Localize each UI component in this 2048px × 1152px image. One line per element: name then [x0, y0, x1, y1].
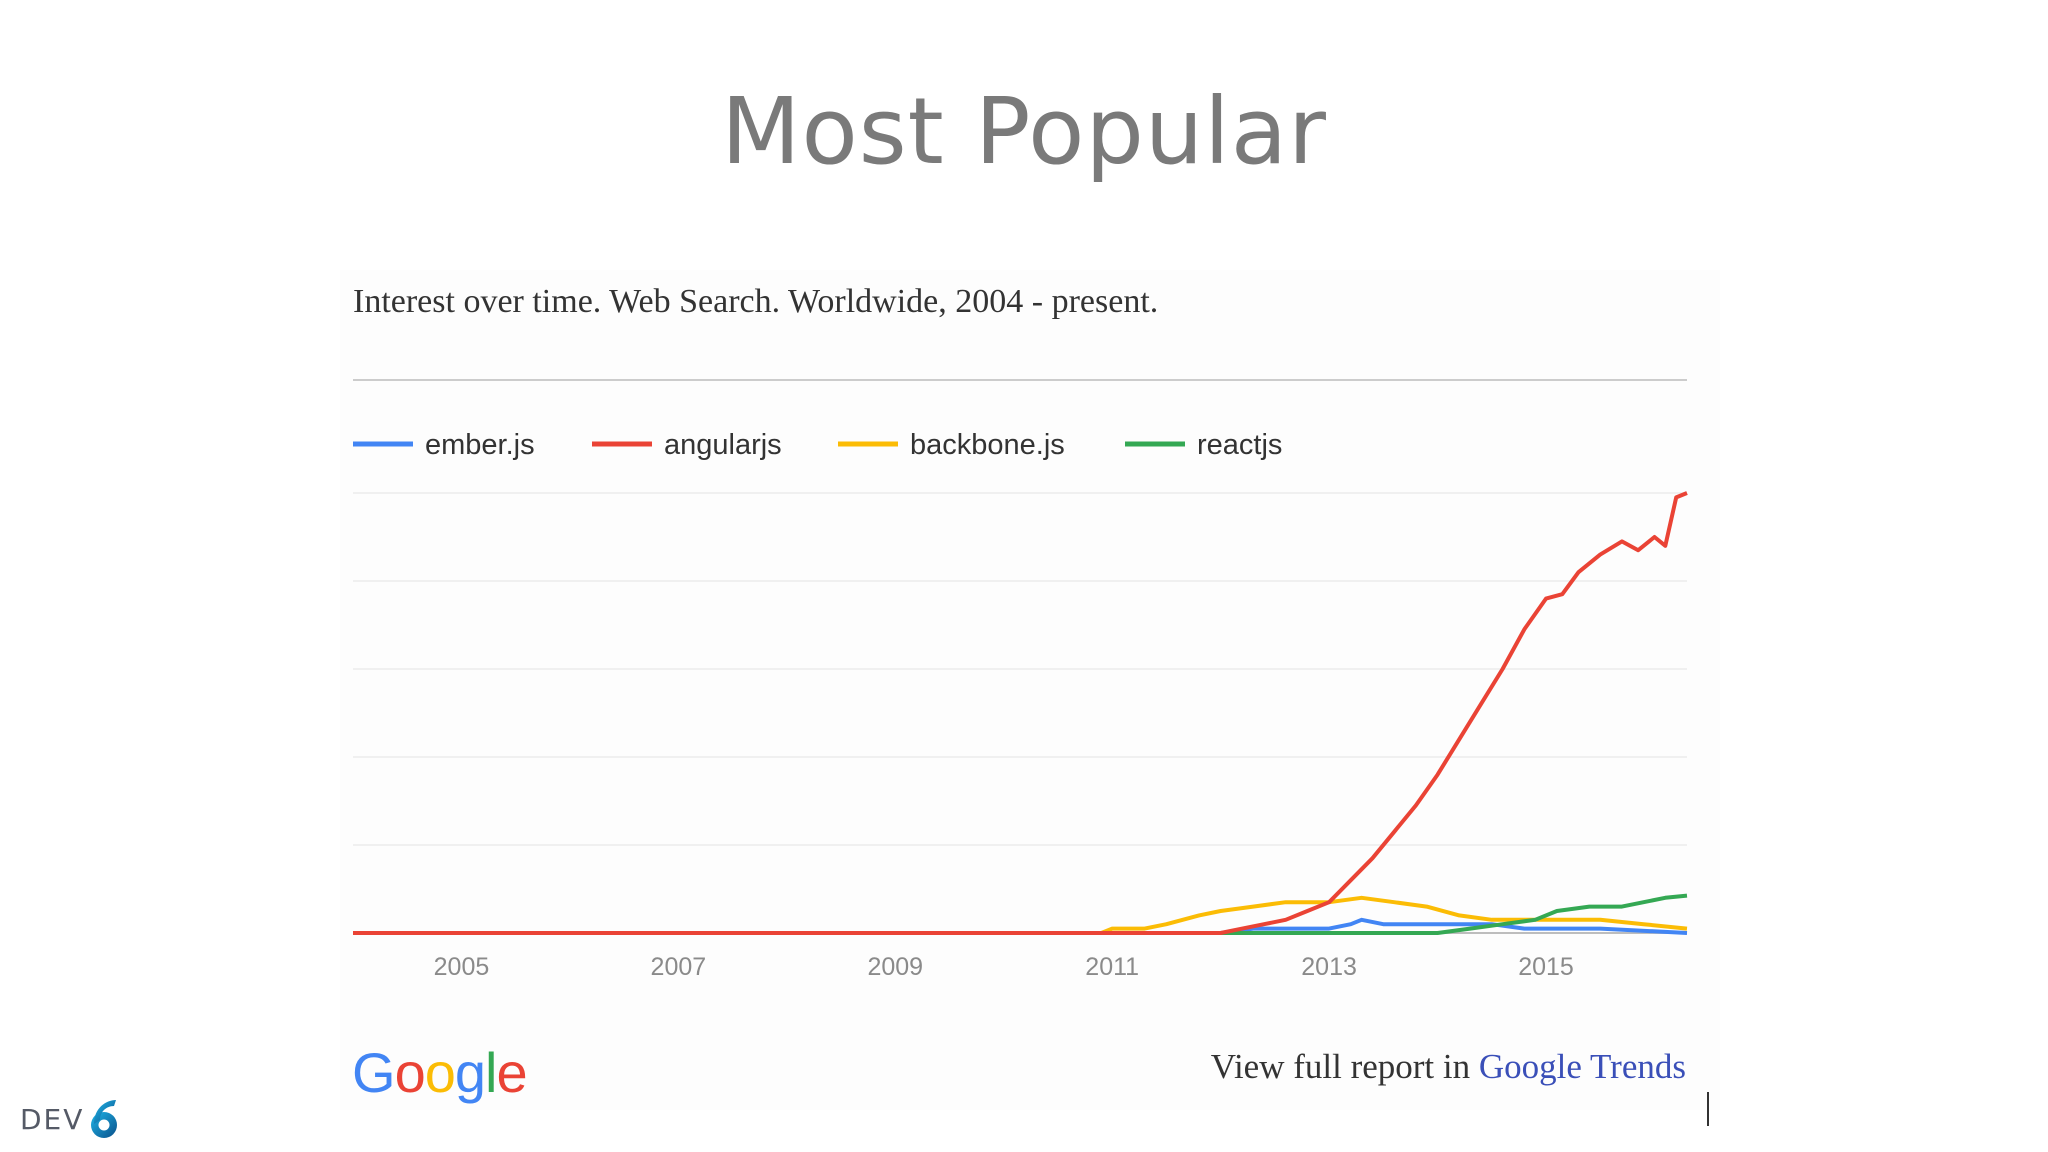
- x-tick-label: 2013: [1301, 953, 1357, 981]
- series-line-angularjs: [353, 491, 1688, 935]
- legend-item: reactjs: [1125, 429, 1282, 461]
- google-logo-letter: g: [454, 1041, 486, 1104]
- series-line-reactjs: [353, 893, 1688, 935]
- legend-label: reactjs: [1197, 429, 1282, 461]
- x-tick-label: 2011: [1085, 953, 1139, 981]
- report-footer: View full report in Google Trends: [1211, 1047, 1686, 1087]
- chart-title: Interest over time. Web Search. Worldwid…: [353, 283, 1159, 320]
- report-prefix: View full report in: [1210, 1047, 1479, 1086]
- dev6-logo-text: DEV: [20, 1102, 85, 1136]
- x-tick-label: 2009: [867, 953, 923, 981]
- legend-item: backbone.js: [838, 429, 1065, 461]
- legend-label: ember.js: [425, 429, 535, 461]
- x-tick-label: 2005: [434, 953, 490, 981]
- google-trends-link[interactable]: Google Trends: [1478, 1047, 1686, 1086]
- legend-item: ember.js: [353, 429, 535, 461]
- slide-title: Most Popular: [721, 78, 1327, 185]
- text-cursor: [1707, 1092, 1709, 1126]
- google-logo-letter: G: [352, 1041, 396, 1104]
- dev6-logo: DEV 6: [20, 1098, 124, 1140]
- legend-label: angularjs: [664, 429, 782, 461]
- google-logo-letter: o: [424, 1041, 456, 1104]
- google-logo-letter: o: [394, 1041, 426, 1104]
- dev6-mark-icon: 6: [91, 1100, 118, 1138]
- x-tick-label: 2007: [651, 953, 707, 981]
- x-tick-label: 2015: [1518, 953, 1574, 981]
- legend-label: backbone.js: [910, 429, 1065, 461]
- google-logo: Google: [352, 1040, 528, 1105]
- google-logo-letter: l: [485, 1041, 497, 1104]
- google-logo-letter: e: [496, 1041, 527, 1104]
- legend-item: angularjs: [592, 429, 782, 461]
